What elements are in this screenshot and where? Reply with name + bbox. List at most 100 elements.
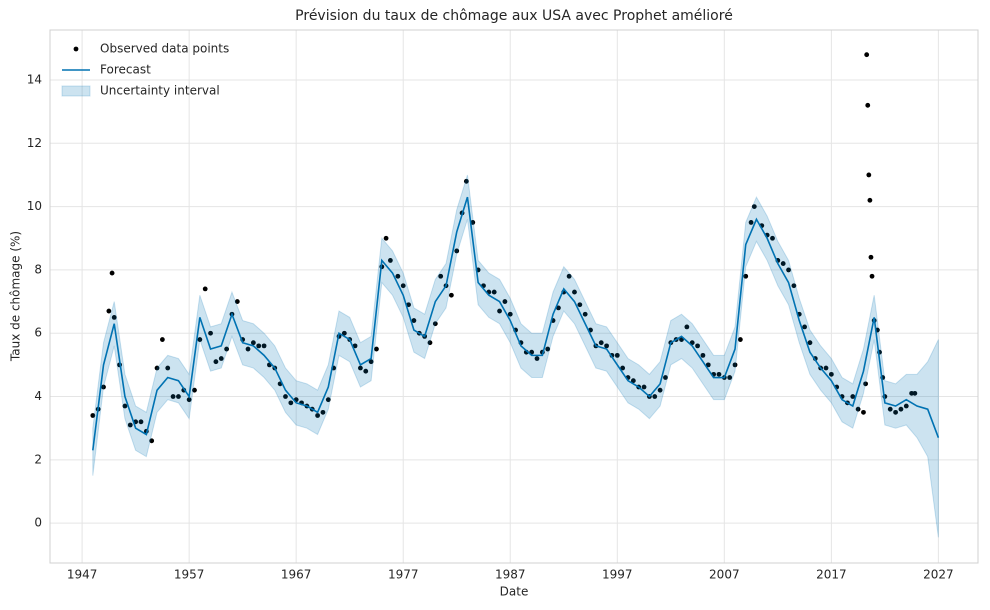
- legend-marker: [61, 85, 91, 97]
- y-tick-label: 0: [34, 516, 42, 530]
- observed-point: [106, 308, 112, 314]
- observed-point: [566, 273, 572, 279]
- x-tick-label: 1947: [67, 568, 98, 582]
- observed-point: [507, 311, 513, 317]
- observed-point: [127, 422, 133, 428]
- observed-point: [197, 337, 203, 342]
- observed-point: [912, 390, 918, 396]
- observed-point: [383, 235, 389, 241]
- observed-point: [101, 384, 106, 390]
- observed-point: [470, 220, 476, 225]
- observed-point: [582, 311, 588, 317]
- observed-point: [218, 356, 224, 361]
- x-tick-label: 1977: [388, 568, 419, 582]
- observed-point: [250, 340, 256, 346]
- observed-point: [732, 362, 738, 368]
- x-tick-label: 1957: [174, 568, 205, 582]
- observed-point: [869, 273, 875, 279]
- observed-point: [700, 352, 706, 358]
- observed-point: [438, 273, 444, 279]
- observed-point: [165, 365, 171, 371]
- observed-point: [363, 368, 369, 374]
- observed-point: [159, 337, 165, 342]
- legend-label: Observed data points: [100, 42, 229, 56]
- observed-point: [502, 299, 508, 304]
- observed-point: [395, 273, 401, 279]
- observed-point: [867, 197, 873, 203]
- observed-point: [751, 204, 757, 210]
- observed-point: [864, 52, 870, 58]
- y-tick-label: 10: [27, 199, 42, 213]
- observed-point: [823, 365, 829, 371]
- y-tick-label: 4: [34, 389, 42, 403]
- observed-point: [705, 362, 711, 368]
- observed-point: [663, 375, 668, 380]
- observed-point: [320, 409, 326, 415]
- observed-point: [406, 302, 411, 308]
- observed-point: [358, 365, 363, 371]
- observed-point: [748, 220, 754, 225]
- observed-point: [828, 371, 834, 377]
- observed-point: [454, 248, 460, 254]
- observed-point: [463, 178, 469, 184]
- observed-point: [261, 343, 267, 349]
- chart-title: Prévision du taux de chômage aux USA ave…: [295, 8, 733, 24]
- observed-point: [865, 102, 871, 108]
- observed-point: [202, 286, 208, 292]
- observed-point: [652, 394, 658, 399]
- observed-point: [448, 292, 454, 298]
- observed-point: [780, 261, 786, 266]
- observed-point: [791, 283, 797, 289]
- x-tick-label: 2027: [923, 568, 954, 582]
- observed-point: [807, 340, 813, 346]
- legend-marker: [73, 46, 79, 52]
- observed-point: [866, 172, 872, 178]
- legend-label: Uncertainty interval: [100, 84, 220, 98]
- observed-point: [770, 235, 775, 241]
- observed-point: [170, 394, 176, 399]
- observed-point: [341, 330, 347, 336]
- observed-point: [737, 337, 743, 342]
- observed-point: [400, 283, 406, 289]
- observed-point: [868, 254, 874, 260]
- y-tick-label: 2: [34, 452, 42, 466]
- observed-point: [387, 258, 393, 263]
- y-tick-label: 8: [34, 262, 42, 276]
- observed-point: [863, 381, 869, 387]
- observed-point: [861, 409, 866, 415]
- observed-point: [577, 302, 583, 308]
- y-axis-label: Taux de chômage (%): [9, 231, 23, 362]
- observed-point: [887, 406, 893, 412]
- observed-point: [802, 324, 808, 330]
- observed-point: [186, 397, 192, 403]
- y-tick-label: 12: [27, 136, 42, 150]
- observed-point: [604, 343, 609, 349]
- forecast-line: [92, 196, 940, 451]
- observed-point: [614, 352, 620, 358]
- observed-point: [903, 403, 909, 409]
- observed-point: [491, 289, 497, 295]
- observed-point: [245, 346, 251, 352]
- observed-point: [432, 321, 438, 327]
- observed-point: [786, 267, 791, 273]
- observed-point: [427, 340, 433, 346]
- observed-point: [893, 409, 898, 415]
- x-tick-label: 1967: [281, 568, 312, 582]
- observed-point: [727, 375, 733, 380]
- observed-point: [325, 397, 331, 403]
- observed-point: [176, 394, 181, 399]
- plot-frame: [49, 29, 979, 564]
- observed-point: [684, 324, 690, 330]
- observed-point: [234, 299, 240, 304]
- observed-point: [224, 346, 230, 352]
- observed-point: [898, 406, 904, 412]
- observed-point: [374, 346, 379, 352]
- observed-point: [545, 346, 551, 352]
- uncertainty-band: [92, 174, 939, 538]
- observed-point: [534, 356, 540, 361]
- observed-point: [556, 305, 561, 311]
- observed-point: [315, 413, 320, 418]
- observed-point: [149, 438, 155, 444]
